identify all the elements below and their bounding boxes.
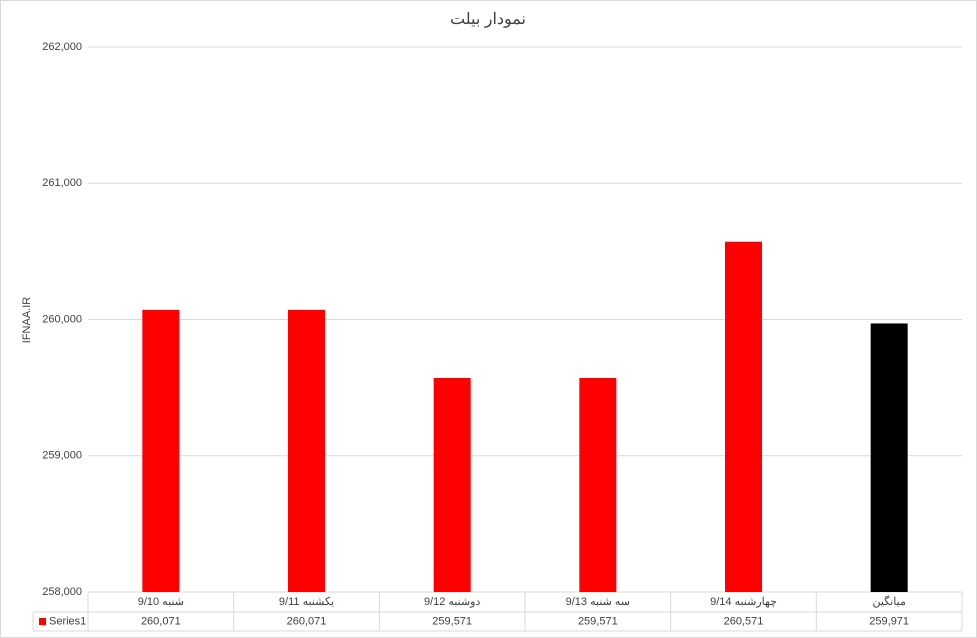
x-tick-label: سه شنبه 9/13 [566, 596, 630, 608]
table-value: 259,571 [578, 615, 618, 627]
x-tick-label: یکشنبه 9/11 [279, 596, 334, 608]
legend-label: Series1 [49, 615, 86, 627]
bar [433, 377, 471, 592]
bar [142, 309, 180, 592]
y-tick-label: 261,000 [42, 177, 82, 189]
table-value: 259,971 [869, 615, 909, 627]
bar [288, 309, 325, 592]
x-tick-label: شنبه 9/10 [138, 596, 184, 608]
y-tick-label: 258,000 [42, 586, 82, 598]
chart-title: نمودار بیلت [450, 11, 526, 28]
legend-swatch [39, 618, 46, 625]
table-value: 260,571 [724, 615, 764, 627]
table-value: 260,071 [141, 615, 181, 627]
table-value: 259,571 [432, 615, 472, 627]
x-tick-label: دوشنبه 9/12 [424, 596, 481, 608]
y-tick-label: 262,000 [42, 41, 82, 53]
bar [870, 323, 908, 592]
x-tick-label: میانگین [872, 595, 906, 608]
bar [725, 241, 762, 593]
table-value: 260,071 [287, 615, 327, 627]
y-tick-label: 260,000 [42, 313, 82, 325]
x-tick-label: چهارشنبه 9/14 [710, 596, 777, 608]
y-axis-label: IFNAA.IR [21, 297, 33, 344]
bar [579, 377, 617, 592]
y-tick-label: 259,000 [42, 450, 82, 462]
